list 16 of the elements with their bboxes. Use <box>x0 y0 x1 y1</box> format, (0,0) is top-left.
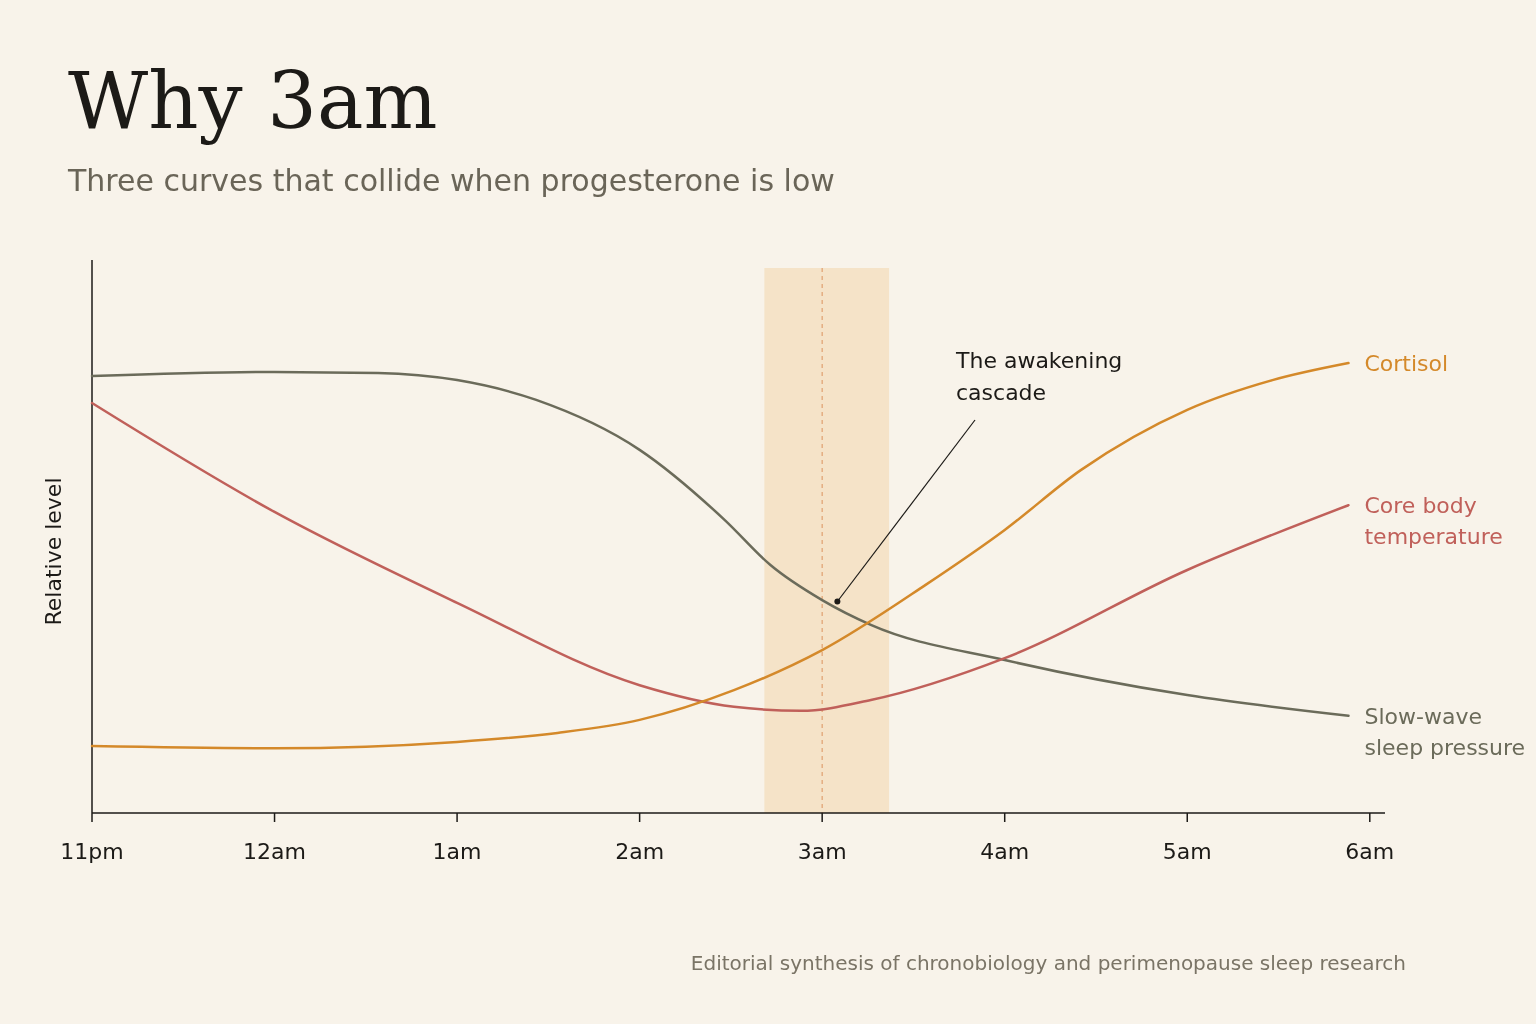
x-tick-label: 4am <box>980 839 1030 864</box>
chart-title: Why 3am <box>68 56 438 146</box>
annotation: The awakening cascade <box>955 348 1123 405</box>
chart-subtitle: Three curves that collide when progesterone is low <box>67 163 835 198</box>
series-label: Cortisol <box>1364 351 1449 376</box>
text: Editorial synthesis of chronobiology and perimenopause sleep research <box>690 951 1406 975</box>
x-tick-label: 3am <box>797 839 847 864</box>
x-tick-label: 5am <box>1162 839 1212 864</box>
x-tick-label: 11pm <box>60 839 124 864</box>
x-tick-label: 1am <box>432 839 482 864</box>
x-tick-label: 6am <box>1345 839 1395 864</box>
y-axis-title: Relative level <box>41 477 66 626</box>
series-label: Slow-wave sleep pressure <box>1364 703 1526 760</box>
series-label: Core body temperature <box>1364 493 1503 550</box>
x-tick-label: 12am <box>243 839 306 864</box>
x-tick-label: 2am <box>615 839 665 864</box>
